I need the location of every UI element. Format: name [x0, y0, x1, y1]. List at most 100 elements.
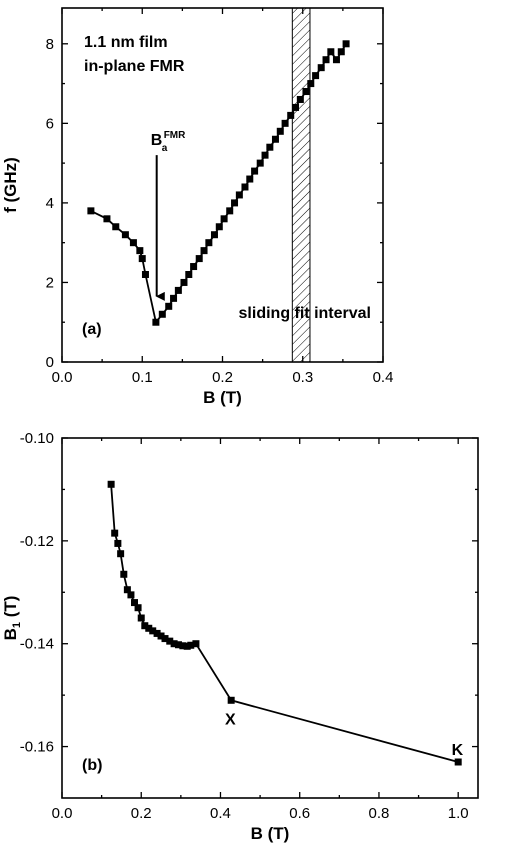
x-tick-label: 0.2 — [131, 805, 152, 822]
data-point — [256, 159, 264, 167]
data-point — [161, 635, 169, 643]
x-tick-label: 0.2 — [212, 369, 233, 386]
y-tick-label: 4 — [46, 195, 54, 212]
panel-label: (b) — [82, 757, 102, 774]
data-point — [158, 310, 166, 318]
data-point — [170, 294, 178, 302]
data-point — [153, 629, 161, 637]
data-point — [281, 119, 289, 127]
data-point — [117, 550, 125, 558]
y-axis-title-sub: 1 — [11, 622, 23, 628]
data-point — [220, 215, 228, 223]
data-point — [327, 48, 335, 56]
data-point — [210, 231, 218, 239]
x-tick-label: 0.4 — [210, 805, 231, 822]
data-point — [185, 270, 193, 278]
data-point — [152, 318, 160, 326]
data-point — [302, 88, 310, 96]
arrow-label-sup: FMR — [164, 130, 186, 141]
y-axis-title-main: B — [1, 628, 20, 640]
y-tick-label: 6 — [46, 115, 54, 132]
data-point — [138, 255, 146, 263]
annotation-title-line: in-plane FMR — [84, 58, 185, 75]
x-axis-title: B (T) — [203, 388, 242, 407]
x-tick-label: 0.8 — [369, 805, 390, 822]
data-point — [246, 175, 254, 183]
data-point — [235, 191, 243, 199]
data-point — [129, 239, 137, 247]
hatched-band-label: sliding fit interval — [239, 305, 371, 322]
point-label: X — [225, 711, 236, 728]
y-tick-label: -0.14 — [20, 636, 54, 653]
x-tick-label: 0.0 — [52, 369, 73, 386]
data-point — [276, 127, 284, 135]
data-point — [174, 641, 182, 649]
data-point — [241, 183, 249, 191]
x-axis-title: B (T) — [251, 824, 290, 843]
arrow-label: B — [151, 132, 163, 149]
chart-panel-b: 0.0 0.2 0.4 0.6 0.8 1.0 -0.10 -0.12 -0.14 -0.16 B … — [1, 430, 479, 843]
data-point — [157, 632, 165, 640]
data-point — [134, 604, 142, 612]
data-point — [205, 239, 213, 247]
data-point — [454, 758, 462, 766]
data-point — [192, 640, 200, 648]
data-point — [266, 143, 274, 151]
data-point — [180, 278, 188, 286]
y-tick-label: 2 — [46, 274, 54, 291]
y-axis-title-unit: (T) — [1, 596, 20, 622]
annotation-title-line: 1.1 nm film — [84, 34, 168, 51]
data-point — [183, 642, 191, 650]
data-point — [137, 614, 145, 622]
data-point — [123, 586, 131, 594]
data-point — [337, 48, 345, 56]
data-point — [111, 529, 119, 537]
data-point — [322, 56, 330, 64]
series-line — [90, 43, 347, 325]
data-point — [127, 591, 135, 599]
y-tick-label: -0.12 — [20, 533, 54, 550]
point-label: K — [452, 742, 464, 759]
data-point — [121, 231, 129, 239]
chart-panel-a: 0.0 0.1 0.2 0.3 0.4 0 2 4 6 8 B (T) f (GHz) (a) 1.1 n… — [1, 7, 394, 407]
plot-frame — [61, 437, 479, 799]
data-point — [226, 207, 234, 215]
data-point — [312, 72, 320, 80]
data-point — [114, 539, 122, 547]
data-point — [141, 622, 149, 630]
series-line — [110, 484, 459, 763]
data-point — [179, 642, 187, 650]
data-point — [342, 40, 350, 48]
data-point — [120, 570, 128, 578]
arrow-label-main: B — [151, 132, 163, 149]
data-point — [170, 640, 178, 648]
y-tick-label: -0.16 — [20, 739, 54, 756]
data-point — [261, 151, 269, 159]
data-point — [165, 302, 173, 310]
data-point — [136, 247, 144, 255]
panel-label: (a) — [82, 321, 102, 338]
x-tick-label: 0.6 — [289, 805, 310, 822]
data-point — [174, 286, 182, 294]
data-point — [190, 263, 198, 271]
data-point — [103, 215, 111, 223]
data-point — [307, 80, 315, 88]
arrow-label-sub: a — [162, 143, 168, 154]
data-point — [227, 696, 235, 704]
data-point — [287, 111, 295, 119]
data-point — [195, 255, 203, 263]
data-point — [131, 599, 139, 607]
data-point — [292, 103, 300, 111]
data-point — [141, 270, 149, 278]
y-tick-label: 0 — [46, 354, 54, 371]
x-tick-label: 1.0 — [448, 805, 469, 822]
y-axis-title: B1 (T) — [1, 596, 23, 641]
x-tick-label: 0.4 — [373, 369, 394, 386]
y-tick-label: 8 — [46, 36, 54, 53]
data-point — [271, 135, 279, 143]
data-point — [107, 480, 115, 488]
data-point — [166, 637, 174, 645]
y-tick-label: -0.10 — [20, 430, 54, 447]
